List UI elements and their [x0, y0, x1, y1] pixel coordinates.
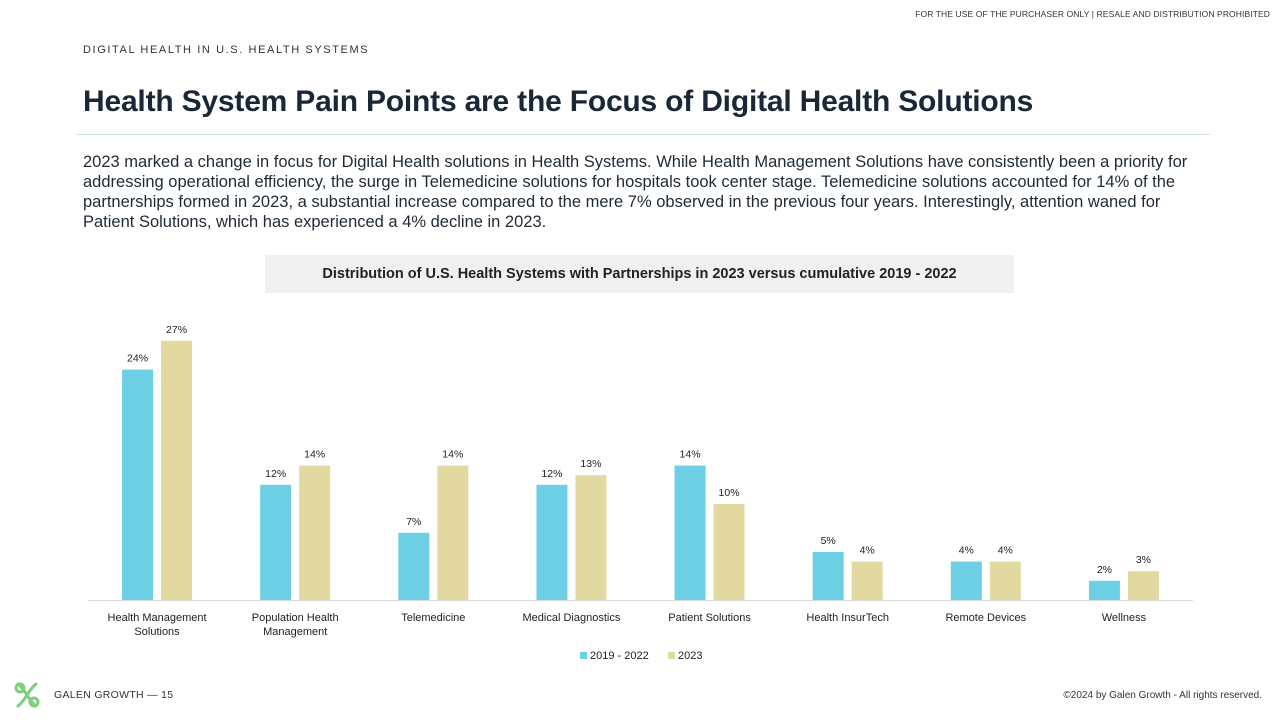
data-label: 3% [1136, 554, 1151, 566]
category-label: Solutions [134, 626, 180, 638]
category-label: Management [263, 626, 327, 638]
section-eyebrow: DIGITAL HEALTH IN U.S. HEALTH SYSTEMS [83, 44, 370, 56]
intro-paragraph: 2023 marked a change in focus for Digita… [83, 153, 1188, 231]
category-label: Patient Solutions [668, 612, 751, 624]
data-label: 7% [406, 516, 421, 528]
bar-2019-2022 [674, 465, 706, 600]
bar-2019-2022 [260, 484, 292, 600]
data-label: 4% [860, 545, 875, 557]
data-label: 4% [959, 545, 974, 557]
chart-title: Distribution of U.S. Health Systems with… [322, 266, 957, 282]
data-label: 14% [442, 449, 463, 461]
bar-2023 [851, 561, 883, 600]
footer-page-label: GALEN GROWTH — 15 [54, 689, 174, 701]
bar-2023 [437, 465, 469, 600]
legend-swatch [580, 652, 587, 659]
bar-2023 [989, 561, 1021, 600]
category-label: Medical Diagnostics [523, 612, 621, 624]
bar-2019-2022 [1088, 580, 1120, 600]
legend-label: 2023 [678, 650, 702, 662]
category-label: Remote Devices [945, 612, 1026, 624]
data-label: 27% [166, 324, 187, 336]
bar-2019-2022 [536, 484, 568, 600]
copyright: ©2024 by Galen Growth - All rights reser… [1063, 690, 1262, 701]
bar-2019-2022 [950, 561, 982, 600]
bar-2023 [713, 504, 745, 600]
data-label: 10% [719, 487, 740, 499]
category-label: Health InsurTech [806, 612, 889, 624]
bar-2019-2022 [812, 552, 844, 600]
data-label: 13% [580, 458, 601, 470]
data-label: 14% [304, 449, 325, 461]
chart-title-box: Distribution of U.S. Health Systems with… [265, 255, 1014, 293]
category-label: Health Management [108, 612, 207, 624]
bar-2019-2022 [398, 532, 430, 600]
galen-growth-logo-icon [14, 682, 40, 708]
data-label: 5% [821, 535, 836, 547]
legend-swatch [668, 652, 675, 659]
footer-brand: GALEN GROWTH — 15 [12, 680, 173, 710]
data-label: 24% [127, 353, 148, 365]
legend-label: 2019 - 2022 [590, 650, 649, 662]
title-divider [76, 134, 1210, 135]
data-label: 4% [998, 545, 1013, 557]
category-label: Wellness [1102, 612, 1147, 624]
data-label: 12% [541, 468, 562, 480]
bar-2023 [1127, 571, 1159, 600]
bar-2023 [575, 475, 607, 600]
distribution-notice: FOR THE USE OF THE PURCHASER ONLY | RESA… [915, 9, 1270, 19]
data-label: 2% [1097, 564, 1112, 576]
category-label: Population Health [252, 612, 339, 624]
page-title: Health System Pain Points are the Focus … [83, 85, 1034, 118]
category-label: Telemedicine [401, 612, 465, 624]
data-label: 12% [265, 468, 286, 480]
bar-2019-2022 [122, 369, 154, 600]
data-label: 14% [680, 449, 701, 461]
bar-2023 [161, 340, 193, 600]
bar-2023 [299, 465, 331, 600]
